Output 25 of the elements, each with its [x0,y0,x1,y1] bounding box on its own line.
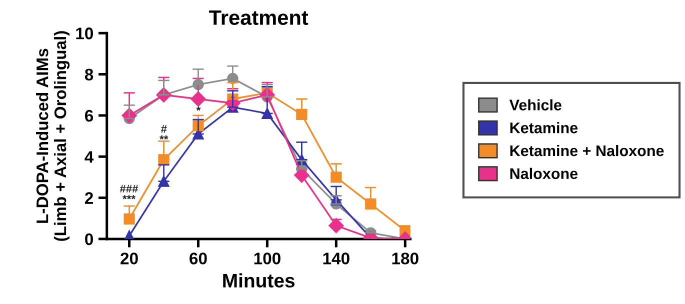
y-axis-title: L-DOPA-Induced AIMs (Limb + Axial + Orolingual) [36,31,70,241]
annotation: # [161,125,167,133]
x-tick-label: 60 [190,252,207,264]
y-tick-label: 6 [85,110,94,122]
point [190,91,206,107]
annotation: ** [160,135,168,140]
annotation: *** [122,195,136,200]
annotation: * [196,106,201,111]
x-tick-label: 140 [323,252,350,264]
y-tick-label: 10 [76,28,93,40]
legend-label: Vehicle [509,99,562,110]
annotation: ### [120,184,138,192]
legend-label: Ketamine [510,122,578,134]
y-tick-label: 2 [84,192,93,204]
y-tick-label: 0 [85,233,93,246]
y-tick-label: 8 [84,68,94,80]
legend-label: Naloxone [510,168,578,180]
x-axis-title: Minutes [223,273,295,288]
x-tick-label: 20 [120,252,138,264]
legend-label: Ketamine + Naloxone [510,144,664,156]
chart-title: Treatment [209,10,308,26]
x-tick-label: 100 [254,252,280,264]
x-tick-label: 180 [392,252,418,264]
y-tick-label: 4 [84,151,94,163]
point [124,213,135,225]
